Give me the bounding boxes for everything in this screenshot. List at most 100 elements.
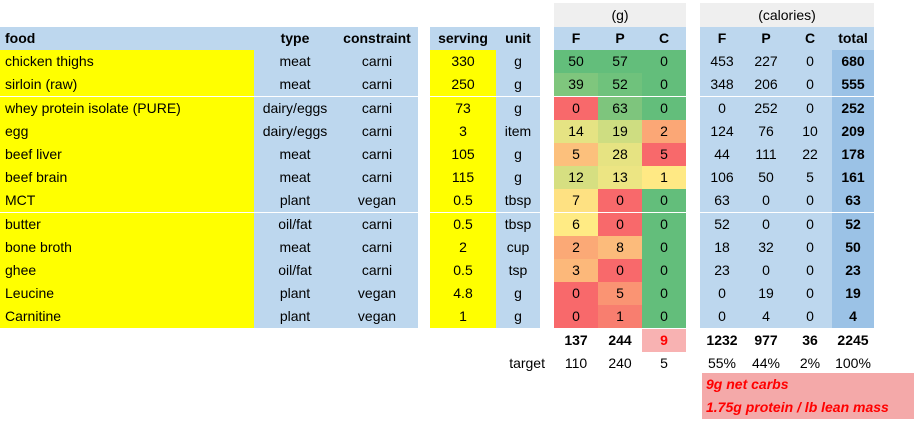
cell-constraint: carni bbox=[336, 259, 418, 282]
cell-type: dairy/eggs bbox=[254, 119, 336, 143]
cell-total: 252 bbox=[832, 96, 874, 120]
protein-target-note: 1.75g protein / lb lean mass bbox=[702, 396, 914, 419]
cell-gp: 0 bbox=[598, 212, 642, 236]
cell-cf: 0 bbox=[700, 305, 744, 329]
header-cc: C bbox=[788, 27, 832, 50]
cell-cc: 0 bbox=[788, 282, 832, 306]
cell-cf: 348 bbox=[700, 73, 744, 97]
cell-unit: tsp bbox=[496, 259, 540, 282]
cell-serving: 1 bbox=[430, 305, 496, 329]
cell-unit: g bbox=[496, 166, 540, 190]
cell-food: bone broth bbox=[0, 235, 254, 259]
cell-cc: 5 bbox=[788, 166, 832, 190]
cell-gp: 28 bbox=[598, 143, 642, 166]
cell-gc: 0 bbox=[642, 305, 686, 329]
header-total: total bbox=[832, 27, 874, 50]
cell-total: 23 bbox=[832, 259, 874, 282]
cell-type: meat bbox=[254, 166, 336, 190]
cell-cc: 0 bbox=[788, 235, 832, 259]
cell-cp: 4 bbox=[744, 305, 788, 329]
cell-unit: item bbox=[496, 119, 540, 143]
cell-unit: g bbox=[496, 73, 540, 97]
header-serving: serving bbox=[430, 27, 496, 50]
cell-gc: 0 bbox=[642, 50, 686, 74]
cell-cp: 0 bbox=[744, 189, 788, 213]
cell-cp: 32 bbox=[744, 235, 788, 259]
cell-serving: 105 bbox=[430, 143, 496, 166]
cell-gp: 13 bbox=[598, 166, 642, 190]
cell-gp: 63 bbox=[598, 96, 642, 120]
cell-type: plant bbox=[254, 189, 336, 213]
cell-serving: 4.8 bbox=[430, 282, 496, 306]
header-food: food bbox=[0, 27, 254, 50]
cell-cp: 76 bbox=[744, 119, 788, 143]
cell-cc: 0 bbox=[788, 212, 832, 236]
cell-gf: 5 bbox=[554, 143, 598, 166]
cell-total: 4 bbox=[832, 305, 874, 329]
grams-group-header: (g) bbox=[554, 3, 686, 27]
calories-group-header: (calories) bbox=[700, 3, 874, 27]
total-cp: 977 bbox=[754, 331, 778, 348]
cell-total: 161 bbox=[832, 166, 874, 190]
cell-total: 555 bbox=[832, 73, 874, 97]
cell-food: ghee bbox=[0, 259, 254, 282]
cell-serving: 115 bbox=[430, 166, 496, 190]
cell-gf: 0 bbox=[554, 282, 598, 306]
cell-total: 50 bbox=[832, 235, 874, 259]
cell-cc: 0 bbox=[788, 259, 832, 282]
percent-carbs: 2% bbox=[799, 354, 821, 371]
cell-cc: 0 bbox=[788, 189, 832, 213]
cell-serving: 3 bbox=[430, 119, 496, 143]
cell-cc: 0 bbox=[788, 96, 832, 120]
cell-unit: g bbox=[496, 50, 540, 74]
cell-constraint: carni bbox=[336, 73, 418, 97]
cell-unit: tbsp bbox=[496, 212, 540, 236]
cell-gf: 0 bbox=[554, 305, 598, 329]
cell-constraint: carni bbox=[336, 50, 418, 74]
header-gp: P bbox=[598, 27, 642, 50]
cell-constraint: vegan bbox=[336, 189, 418, 213]
cell-type: dairy/eggs bbox=[254, 96, 336, 120]
cell-cf: 106 bbox=[700, 166, 744, 190]
total-cf: 1232 bbox=[706, 331, 738, 348]
cell-gc: 0 bbox=[642, 282, 686, 306]
cell-gp: 0 bbox=[598, 189, 642, 213]
cell-type: plant bbox=[254, 282, 336, 306]
cell-cc: 22 bbox=[788, 143, 832, 166]
cell-gp: 19 bbox=[598, 119, 642, 143]
cell-cf: 453 bbox=[700, 50, 744, 74]
cell-food: Leucine bbox=[0, 282, 254, 306]
cell-cf: 63 bbox=[700, 189, 744, 213]
cell-gp: 5 bbox=[598, 282, 642, 306]
cell-type: plant bbox=[254, 305, 336, 329]
cell-unit: cup bbox=[496, 235, 540, 259]
cell-food: Carnitine bbox=[0, 305, 254, 329]
cell-cp: 252 bbox=[744, 96, 788, 120]
cell-type: meat bbox=[254, 50, 336, 74]
cell-total: 52 bbox=[832, 212, 874, 236]
cell-food: MCT bbox=[0, 189, 254, 213]
cell-gp: 1 bbox=[598, 305, 642, 329]
cell-cf: 18 bbox=[700, 235, 744, 259]
cell-gp: 57 bbox=[598, 50, 642, 74]
cell-constraint: carni bbox=[336, 119, 418, 143]
cell-gc: 0 bbox=[642, 259, 686, 282]
percent-fat: 55% bbox=[707, 354, 737, 371]
cell-unit: g bbox=[496, 143, 540, 166]
cell-cp: 50 bbox=[744, 166, 788, 190]
cell-serving: 0.5 bbox=[430, 259, 496, 282]
cell-gc: 0 bbox=[642, 235, 686, 259]
total-gf: 137 bbox=[564, 331, 588, 348]
cell-food: sirloin (raw) bbox=[0, 73, 254, 97]
cell-gf: 12 bbox=[554, 166, 598, 190]
cell-gc: 0 bbox=[642, 189, 686, 213]
cell-food: whey protein isolate (PURE) bbox=[0, 96, 254, 120]
cell-cp: 0 bbox=[744, 212, 788, 236]
header-type: type bbox=[254, 27, 336, 50]
cell-cp: 111 bbox=[744, 143, 788, 166]
cell-gc: 0 bbox=[642, 212, 686, 236]
cell-constraint: vegan bbox=[336, 305, 418, 329]
cell-total: 680 bbox=[832, 50, 874, 74]
cell-cf: 44 bbox=[700, 143, 744, 166]
header-cf: F bbox=[700, 27, 744, 50]
